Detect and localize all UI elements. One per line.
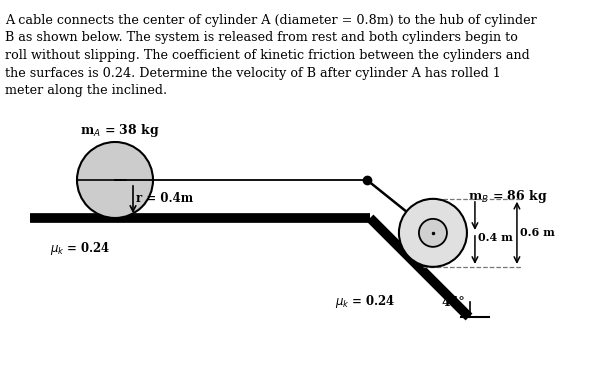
Text: 45°: 45° xyxy=(441,296,465,309)
Text: $\mu_k$ = 0.24: $\mu_k$ = 0.24 xyxy=(335,293,395,310)
Text: B as shown below. The system is released from rest and both cylinders begin to: B as shown below. The system is released… xyxy=(5,31,518,45)
Text: meter along the inclined.: meter along the inclined. xyxy=(5,84,167,97)
Text: m$_A$ = 38 kg: m$_A$ = 38 kg xyxy=(80,122,160,139)
Circle shape xyxy=(399,199,467,267)
Text: $\mu_k$ = 0.24: $\mu_k$ = 0.24 xyxy=(50,240,111,257)
Text: A cable connects the center of cylinder A (diameter = 0.8m) to the hub of cylind: A cable connects the center of cylinder … xyxy=(5,14,537,27)
Text: 0.6 m: 0.6 m xyxy=(520,227,555,238)
Text: m$_B$ = 86 kg: m$_B$ = 86 kg xyxy=(468,188,548,205)
Circle shape xyxy=(419,219,447,247)
Text: roll without slipping. The coefficient of kinetic friction between the cylinders: roll without slipping. The coefficient o… xyxy=(5,49,530,62)
Circle shape xyxy=(77,142,153,218)
Text: r = 0.4m: r = 0.4m xyxy=(136,193,193,206)
Text: 0.4 m: 0.4 m xyxy=(478,232,513,243)
Text: the surfaces is 0.24. Determine the velocity of B after cylinder A has rolled 1: the surfaces is 0.24. Determine the velo… xyxy=(5,66,501,79)
